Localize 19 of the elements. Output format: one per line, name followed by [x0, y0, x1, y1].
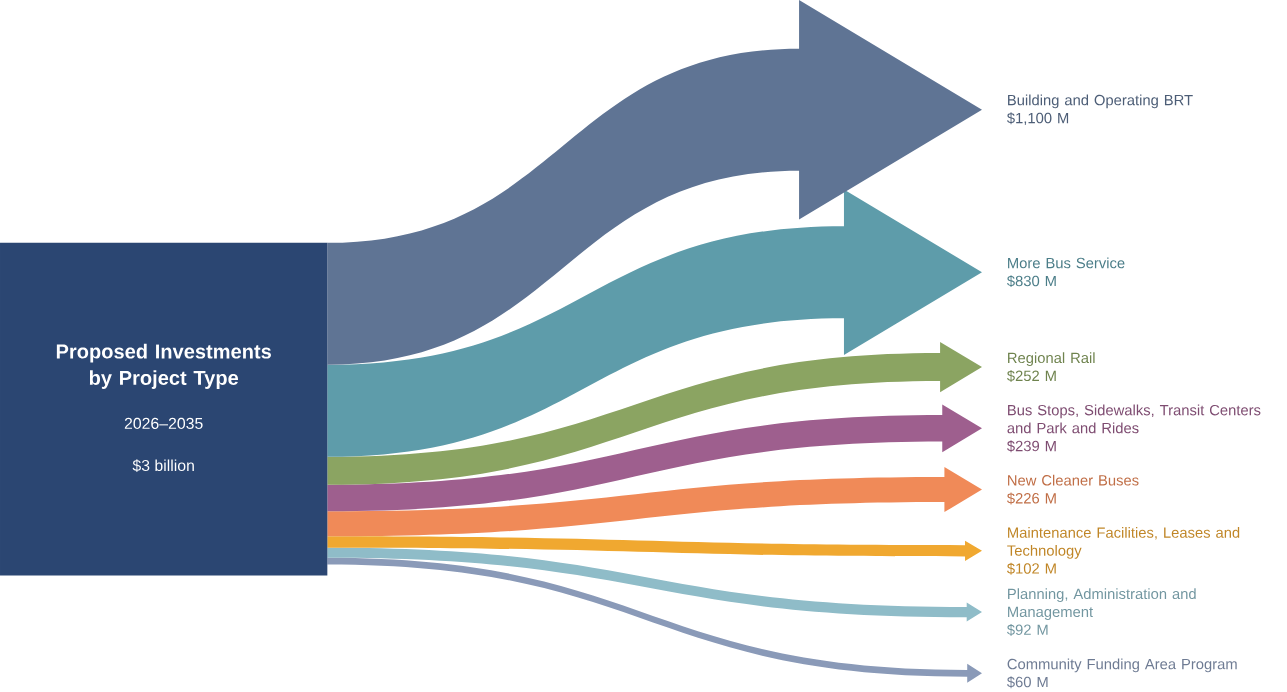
data-label: $239 M [1007, 440, 1056, 453]
data-label: $102 M [1007, 562, 1056, 575]
text: 2026–2035 [124, 417, 203, 430]
category-label: New Cleaner Buses [1008, 474, 1139, 486]
text: Proposed Investments by Project Type [56, 344, 271, 390]
data-label: $60 M [1007, 676, 1048, 689]
data-label: $1,100 M [1007, 112, 1069, 126]
data-label: $92 M [1007, 624, 1048, 637]
category-label: Planning, Administration and Management [1008, 588, 1196, 621]
category-label: Community Funding Area Program [1007, 658, 1237, 673]
category-label: Maintenance Facilities, Leases and Technology [1007, 527, 1240, 559]
data-label: $252 M [1007, 370, 1056, 383]
text: $3 billion [132, 459, 194, 473]
category-label: Building and Operating BRT [1008, 94, 1193, 109]
category-label: Regional Rail [1008, 352, 1095, 367]
data-label: $226 M [1007, 492, 1056, 505]
data-label: $830 M [1007, 275, 1056, 288]
category-label: Bus Stops, Sidewalks, Transit Centers and Park and Rides [1007, 404, 1261, 434]
category-label: More Bus Service [1008, 257, 1125, 269]
